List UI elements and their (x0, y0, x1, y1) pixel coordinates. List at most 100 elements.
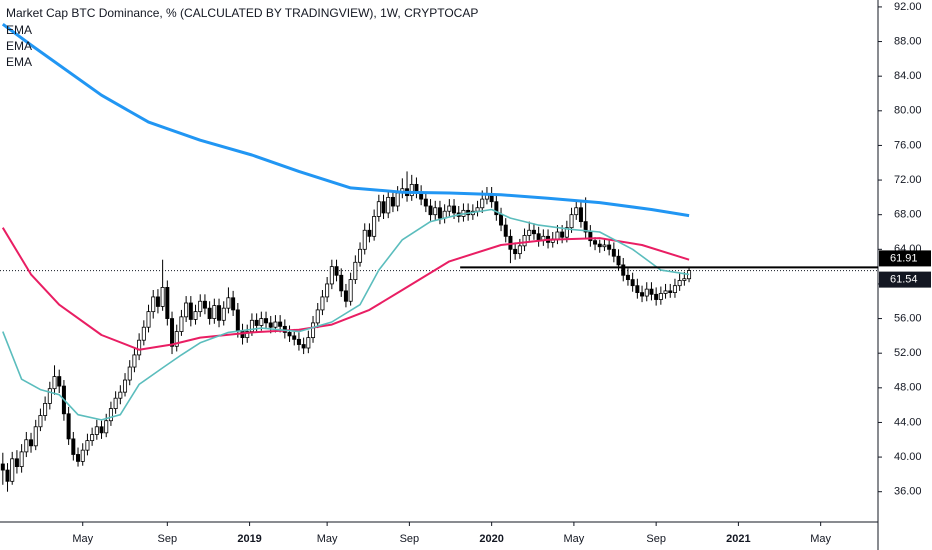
candle-body (104, 420, 109, 434)
legend-entry: EMA (6, 23, 32, 37)
candle-body (254, 319, 259, 326)
candle-body (123, 379, 128, 393)
x-tick-label: May (317, 533, 338, 545)
candle-body (602, 244, 607, 248)
candle-body (437, 207, 442, 219)
candle-body (29, 439, 34, 447)
candle-body (174, 331, 179, 347)
candle-body (14, 458, 19, 467)
candle-body (235, 309, 240, 332)
candle-body (597, 243, 602, 248)
candle-body (71, 438, 76, 455)
y-tick-label: 88.00 (894, 35, 922, 47)
candle-body (188, 302, 193, 320)
candle-body (76, 454, 81, 462)
candle-body (625, 274, 630, 281)
candle-body (475, 207, 480, 212)
candle-body (245, 331, 250, 339)
candle-body (348, 279, 353, 302)
candle-body (508, 235, 513, 250)
x-tick-label: 2019 (237, 533, 261, 545)
candle-body (663, 290, 668, 294)
legend-entry: EMA (6, 55, 32, 69)
candle-body (90, 434, 95, 442)
candle-body (447, 205, 452, 212)
candle-body (273, 321, 278, 328)
price-label-box (879, 250, 931, 267)
y-tick-label: 40.00 (894, 451, 922, 463)
legend-entry: EMA (6, 39, 32, 53)
candle-body (640, 292, 645, 297)
candle-body (10, 458, 15, 482)
candle-body (630, 279, 635, 287)
candle-body (362, 229, 367, 250)
y-tick-label: 84.00 (894, 70, 922, 82)
candle-body (677, 280, 682, 287)
ema-line (1, 22, 690, 218)
candle-body (536, 233, 541, 242)
candle-body (231, 297, 236, 311)
candle-body (560, 231, 565, 238)
chart-title: Market Cap BTC Dominance, % (CALCULATED … (6, 6, 478, 20)
candle-body (52, 376, 57, 390)
price-label-box (879, 271, 931, 288)
candle-body (494, 201, 499, 216)
candle-body (141, 326, 146, 341)
candle-body (635, 285, 640, 293)
candle-body (146, 311, 151, 328)
candle-body (343, 290, 348, 302)
candle-body (644, 288, 649, 297)
y-tick-label: 44.00 (894, 416, 922, 428)
candle-body (170, 318, 175, 347)
candle-body (221, 307, 226, 321)
candle-body (386, 196, 391, 214)
candle-body (226, 297, 231, 309)
candle-body (499, 214, 504, 226)
candle-body (165, 287, 170, 319)
candle-body (19, 451, 24, 467)
plot (0, 22, 878, 492)
candle-body (372, 216, 377, 237)
candle-body (452, 205, 457, 214)
candle-body (94, 426, 99, 435)
y-tick-label: 92.00 (894, 1, 922, 13)
candle-body (334, 266, 339, 276)
candle-body (353, 261, 358, 281)
candle-body (588, 231, 593, 242)
candle-body (320, 296, 325, 311)
candle-body (658, 293, 663, 300)
candle-body (616, 255, 621, 266)
candle-body (574, 207, 579, 216)
candle-body (593, 240, 598, 245)
candle-body (301, 344, 306, 349)
candle-body (433, 207, 438, 216)
candle-body (292, 335, 297, 340)
candle-body (179, 316, 184, 332)
y-tick-label: 80.00 (894, 105, 922, 117)
candle-body (198, 300, 203, 313)
candle-body (513, 248, 518, 255)
candle-body (409, 183, 414, 197)
candle-body (325, 283, 330, 298)
candle-body (376, 201, 381, 217)
candle-body (339, 274, 344, 292)
candle-body (287, 332, 292, 337)
y-tick-label: 76.00 (894, 139, 922, 151)
legend: Market Cap BTC Dominance, % (CALCULATED … (6, 6, 478, 69)
candle-body (278, 321, 283, 327)
candle-body (132, 354, 137, 368)
candle-body (527, 229, 532, 236)
candle-body (47, 388, 52, 404)
candle-body (564, 227, 569, 238)
candle-body (85, 440, 90, 451)
candle-body (259, 318, 264, 326)
candle-body (315, 309, 320, 324)
candle-body (137, 339, 142, 356)
x-tick-label: 2021 (726, 533, 750, 545)
y-tick-label: 52.00 (894, 347, 922, 359)
candle-body (207, 307, 212, 319)
candle-body (649, 288, 654, 295)
candle-body (184, 302, 189, 318)
